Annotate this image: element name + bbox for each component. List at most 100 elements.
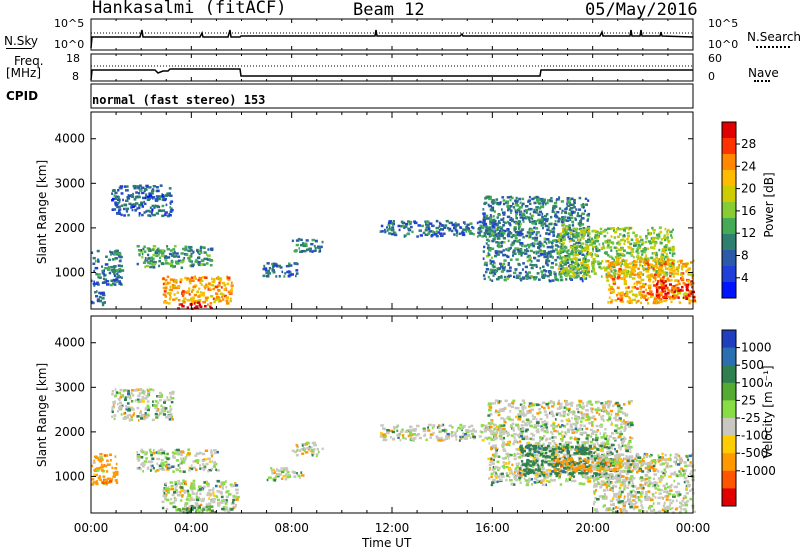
scatter-cell: [620, 291, 624, 294]
scatter-cell: [182, 289, 185, 293]
scatter-cell: [589, 400, 592, 403]
scatter-cell: [165, 498, 170, 502]
scatter-cell: [554, 213, 557, 216]
scatter-cell: [156, 457, 160, 461]
scatter-cell: [645, 288, 647, 292]
scatter-cell: [152, 213, 156, 217]
scatter-cell: [397, 224, 401, 228]
scatter-cell: [640, 296, 642, 299]
scatter-cell: [487, 244, 490, 247]
scatter-cell: [501, 408, 505, 411]
scatter-cell: [548, 446, 553, 449]
scatter-cell: [147, 214, 151, 217]
scatter-cell: [532, 214, 535, 217]
scatter-cell: [659, 230, 663, 234]
scatter-cell: [197, 256, 201, 260]
scatter-cell: [657, 280, 660, 283]
scatter-cell: [471, 429, 475, 432]
scatter-cell: [600, 442, 604, 445]
scatter-cell: [610, 270, 613, 273]
scatter-cell: [125, 405, 128, 408]
scatter-cell: [379, 435, 383, 438]
scatter-cell: [670, 300, 673, 303]
scatter-cell: [619, 261, 623, 264]
scatter-cell: [554, 223, 558, 226]
scatter-cell: [625, 446, 628, 449]
scatter-cell: [625, 290, 629, 293]
scatter-cell: [550, 412, 554, 415]
scatter-cell: [521, 399, 526, 402]
scatter-cell: [528, 246, 531, 249]
scatter-cell: [118, 398, 121, 402]
scatter-cell: [588, 444, 593, 448]
beam-title: Beam 12: [353, 0, 425, 20]
scatter-cell: [564, 272, 567, 275]
scatter-cell: [463, 433, 467, 436]
scatter-cell: [535, 265, 538, 268]
scatter-cell: [190, 504, 194, 508]
scatter-cell: [629, 421, 634, 424]
scatter-cell: [625, 423, 630, 426]
scatter-cell: [95, 295, 98, 298]
scatter-cell: [677, 260, 679, 263]
scatter-cell: [509, 266, 512, 269]
scatter-cell: [625, 413, 629, 416]
scatter-cell: [462, 425, 465, 428]
scatter-cell: [99, 478, 102, 481]
scatter-cell: [502, 268, 506, 272]
scatter-cell: [590, 403, 594, 406]
scatter-cell: [95, 272, 98, 276]
scatter-cell: [167, 398, 171, 402]
scatter-cell: [672, 263, 675, 266]
scatter-cell: [507, 247, 510, 250]
scatter-cell: [388, 232, 392, 235]
scatter-cell: [192, 479, 196, 483]
scatter-cell: [584, 197, 588, 201]
scatter-cell: [426, 223, 430, 227]
scatter-cell: [576, 270, 579, 274]
scatter-cell: [157, 395, 161, 398]
scatter-cell: [127, 389, 130, 393]
scatter-cell: [592, 443, 596, 446]
scatter-cell: [489, 278, 492, 281]
scatter-cell: [495, 409, 498, 412]
scatter-cell: [670, 259, 673, 262]
scatter-cell: [494, 465, 498, 469]
scatter-cell: [271, 472, 274, 475]
scatter-cell: [501, 196, 505, 199]
scatter-cell: [485, 426, 488, 429]
scatter-cell: [495, 430, 499, 433]
scatter-cell: [197, 263, 201, 267]
scatter-cell: [135, 191, 138, 194]
scatter-cell: [383, 427, 386, 431]
scatter-cell: [173, 491, 177, 494]
scatter-cell: [101, 301, 105, 305]
nsky-tick-bottom: 10^0: [54, 38, 85, 51]
scatter-cell: [584, 476, 588, 479]
scatter-cell: [472, 226, 475, 230]
scatter-cell: [657, 301, 661, 304]
scatter-cell: [499, 437, 502, 440]
scatter-cell: [591, 229, 594, 233]
scatter-cell: [540, 218, 544, 222]
scatter-cell: [499, 227, 503, 230]
scatter-cell: [598, 265, 601, 269]
scatter-cell: [529, 275, 533, 278]
scatter-cell: [218, 485, 222, 488]
scatter-cell: [170, 200, 174, 203]
scatter-cell: [497, 413, 501, 417]
scatter-cell: [626, 237, 629, 241]
scatter-cell: [553, 210, 556, 214]
scatter-cell: [538, 278, 541, 281]
scatter-cell: [123, 417, 127, 420]
scatter-cell: [190, 488, 193, 491]
scatter-cell: [495, 252, 498, 255]
scatter-cell: [542, 199, 545, 203]
scatter-cell: [618, 267, 622, 271]
scatter-cell: [487, 275, 490, 279]
scatter-cell: [687, 293, 690, 297]
scatter-cell: [626, 445, 629, 448]
scatter-cell: [210, 499, 214, 503]
scatter-cell: [490, 483, 494, 487]
scatter-cell: [164, 486, 168, 490]
